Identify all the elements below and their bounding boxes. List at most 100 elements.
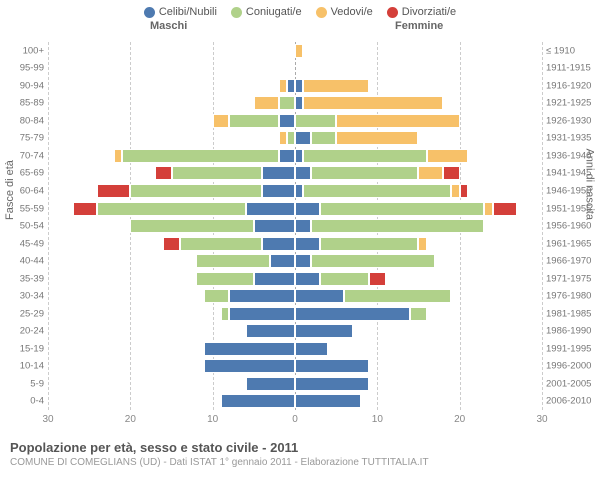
age-label: 35-39 xyxy=(20,273,48,284)
bar-segment xyxy=(114,149,122,163)
bar-segment xyxy=(320,272,369,286)
bar-segment xyxy=(295,219,311,233)
age-label: 45-49 xyxy=(20,238,48,249)
age-label: 60-64 xyxy=(20,186,48,197)
x-tick-label: 20 xyxy=(125,414,136,425)
bar-segment xyxy=(295,131,311,145)
age-label: 95-99 xyxy=(20,63,48,74)
birth-label: 1996-2000 xyxy=(542,361,591,372)
bar-segment xyxy=(311,254,435,268)
birth-label: 1956-1960 xyxy=(542,221,591,232)
legend-label: Coniugati/e xyxy=(246,6,302,18)
birth-label: 1941-1945 xyxy=(542,168,591,179)
age-row: 50-541956-1960 xyxy=(48,217,542,235)
bar-segment xyxy=(262,184,295,198)
age-label: 70-74 xyxy=(20,150,48,161)
bar-segment xyxy=(279,114,295,128)
age-row: 75-791931-1935 xyxy=(48,130,542,148)
bar-segment xyxy=(451,184,459,198)
bar-segment xyxy=(172,166,263,180)
bar-segment xyxy=(303,149,427,163)
bar-segment xyxy=(295,377,369,391)
bar-segment xyxy=(295,254,311,268)
x-tick-label: 10 xyxy=(372,414,383,425)
age-row: 0-42006-2010 xyxy=(48,393,542,411)
bar-segment xyxy=(460,184,468,198)
bar-segment xyxy=(97,184,130,198)
bar-segment xyxy=(229,114,278,128)
age-row: 45-491961-1965 xyxy=(48,235,542,253)
x-tick-label: 30 xyxy=(536,414,547,425)
bar-segment xyxy=(279,79,287,93)
bar-segment xyxy=(122,149,278,163)
age-row: 40-441966-1970 xyxy=(48,252,542,270)
bar-segment xyxy=(97,202,245,216)
birth-label: 1916-1920 xyxy=(542,80,591,91)
bar-segment xyxy=(336,114,460,128)
age-label: 5-9 xyxy=(30,378,48,389)
bar-segment xyxy=(295,237,320,251)
birth-label: 1986-1990 xyxy=(542,326,591,337)
bar-segment xyxy=(246,202,295,216)
bar-segment xyxy=(163,237,179,251)
bar-segment xyxy=(229,289,295,303)
chart-subtitle: COMUNE DI COMEGLIANS (UD) - Dati ISTAT 1… xyxy=(10,457,590,468)
age-label: 65-69 xyxy=(20,168,48,179)
age-label: 55-59 xyxy=(20,203,48,214)
age-label: 80-84 xyxy=(20,115,48,126)
x-tick-label: 20 xyxy=(454,414,465,425)
bar-segment xyxy=(427,149,468,163)
bar-segment xyxy=(254,219,295,233)
age-row: 100+≤ 1910 xyxy=(48,42,542,60)
age-label: 40-44 xyxy=(20,256,48,267)
bar-segment xyxy=(254,272,295,286)
age-row: 30-341976-1980 xyxy=(48,287,542,305)
bar-segment xyxy=(221,394,295,408)
age-row: 85-891921-1925 xyxy=(48,95,542,113)
bar-segment xyxy=(279,131,287,145)
age-label: 20-24 xyxy=(20,326,48,337)
x-tick-label: 0 xyxy=(292,414,298,425)
age-label: 85-89 xyxy=(20,98,48,109)
age-row: 25-291981-1985 xyxy=(48,305,542,323)
age-label: 75-79 xyxy=(20,133,48,144)
birth-label: 1926-1930 xyxy=(542,115,591,126)
birth-label: 1971-1975 xyxy=(542,273,591,284)
age-row: 10-141996-2000 xyxy=(48,358,542,376)
bar-segment xyxy=(130,184,262,198)
birth-label: 1911-1915 xyxy=(542,63,591,74)
age-row: 15-191991-1995 xyxy=(48,340,542,358)
age-label: 30-34 xyxy=(20,291,48,302)
legend-label: Divorziati/e xyxy=(402,6,456,18)
x-axis: 3020100102030 xyxy=(48,414,542,428)
legend: Celibi/Nubili Coniugati/e Vedovi/e Divorzia… xyxy=(0,0,600,20)
bar-segment xyxy=(246,377,295,391)
legend-item: Celibi/Nubili xyxy=(144,6,217,18)
age-label: 25-29 xyxy=(20,308,48,319)
bar-segment xyxy=(418,237,426,251)
bar-segment xyxy=(344,289,451,303)
bar-segment xyxy=(484,202,492,216)
age-row: 55-591951-1955 xyxy=(48,200,542,218)
age-row: 95-991911-1915 xyxy=(48,60,542,78)
gender-labels: Maschi Femmine xyxy=(0,20,600,36)
legend-label: Vedovi/e xyxy=(331,6,373,18)
age-row: 65-691941-1945 xyxy=(48,165,542,183)
bar-segment xyxy=(295,202,320,216)
bar-segment xyxy=(295,114,336,128)
bar-segment xyxy=(336,131,418,145)
bar-segment xyxy=(410,307,426,321)
legend-item: Coniugati/e xyxy=(231,6,302,18)
bar-segment xyxy=(443,166,459,180)
legend-swatch xyxy=(144,7,155,18)
age-row: 60-641946-1950 xyxy=(48,182,542,200)
bar-segment xyxy=(311,166,418,180)
age-row: 80-841926-1930 xyxy=(48,112,542,130)
bar-segment xyxy=(204,359,295,373)
bar-segment xyxy=(196,254,270,268)
birth-label: 2006-2010 xyxy=(542,396,591,407)
bar-segment xyxy=(295,184,303,198)
bar-segment xyxy=(254,96,279,110)
age-label: 15-19 xyxy=(20,343,48,354)
bar-segment xyxy=(229,307,295,321)
